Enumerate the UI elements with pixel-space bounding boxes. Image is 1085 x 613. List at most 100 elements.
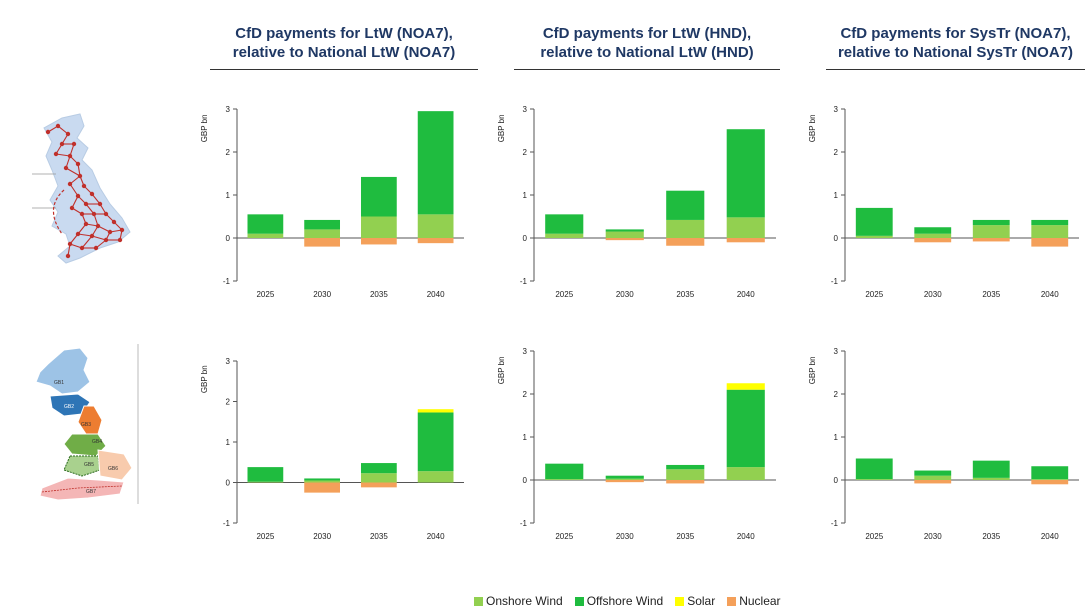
network-node — [91, 211, 97, 217]
bar-offshore — [417, 412, 454, 472]
bar-offshore — [726, 129, 765, 218]
y-tick-label: 1 — [834, 191, 839, 200]
network-node — [55, 123, 61, 129]
network-node — [119, 227, 125, 233]
chart-ltw-noa7-zonal: -1 0 1 2 3 GBP bn 2025 2030 2035 2040 — [200, 357, 464, 541]
legend-label-offshore: Offshore Wind — [586, 594, 664, 608]
x-tick-label: 2025 — [865, 532, 883, 541]
bar-offshore — [972, 460, 1010, 478]
zone-label-gb2: GB2 — [64, 404, 74, 410]
network-node — [69, 205, 75, 211]
x-tick-label: 2030 — [924, 532, 942, 541]
bar-offshore — [855, 207, 893, 236]
x-tick-label: 2025 — [555, 532, 573, 541]
bar-nuclear — [914, 480, 952, 484]
legend-item-offshore: Offshore Wind — [574, 594, 664, 608]
network-line — [91, 235, 107, 241]
y-tick-label: 2 — [834, 148, 839, 157]
bar-onshore — [726, 217, 765, 238]
y-tick-label: 2 — [523, 390, 528, 399]
bar-onshore — [360, 216, 397, 238]
x-tick-label: 2030 — [924, 290, 942, 299]
x-tick-label: 2030 — [313, 532, 331, 541]
legend-swatch-onshore — [474, 596, 483, 606]
x-tick-label: 2040 — [737, 290, 755, 299]
bar-nuclear — [972, 238, 1010, 242]
y-axis-label: GBP bn — [497, 356, 506, 384]
network-node — [103, 211, 109, 217]
y-tick-label: 1 — [226, 438, 231, 447]
bar-onshore — [1031, 479, 1069, 480]
bar-offshore — [914, 227, 952, 234]
zone-map: GB1 GB2 GB3 GB4 GB5 GB6 GB7 — [35, 344, 139, 504]
legend-item-nuclear: Nuclear — [727, 594, 781, 608]
y-axis-label: GBP bn — [497, 114, 506, 142]
legend-swatch-nuclear — [727, 596, 737, 606]
network-node — [67, 153, 73, 159]
bar-onshore — [605, 478, 644, 480]
bar-offshore — [545, 463, 584, 480]
network-line — [71, 195, 79, 209]
bar-onshore — [417, 471, 454, 483]
bar-onshore — [304, 480, 341, 483]
network-node — [81, 183, 87, 189]
bar-onshore — [417, 214, 454, 238]
x-tick-label: 2025 — [555, 290, 573, 299]
bar-nuclear — [666, 238, 705, 246]
network-line — [65, 167, 81, 177]
column-title-2: CfD payments for LtW (HND), relative to … — [514, 24, 780, 70]
y-tick-label: 0 — [226, 234, 231, 243]
column-title-1-rule — [210, 69, 478, 70]
bar-onshore — [914, 475, 952, 480]
bar-nuclear — [360, 238, 397, 245]
bar-onshore — [1031, 225, 1069, 238]
column-title-2-line2: relative to National LtW (HND) — [540, 44, 754, 61]
bar-nuclear — [726, 238, 765, 243]
y-tick-label: 1 — [523, 191, 528, 200]
bar-onshore — [855, 479, 893, 480]
zone-label-gb6: GB6 — [108, 466, 118, 472]
y-tick-label: -1 — [520, 519, 528, 528]
zone-label-gb3: GB3 — [81, 422, 91, 428]
bar-nuclear — [1031, 238, 1069, 247]
y-tick-label: 3 — [226, 357, 231, 366]
x-tick-label: 2040 — [427, 290, 445, 299]
legend: Onshore Wind Offshore Wind Solar Nuclear — [474, 594, 781, 608]
bar-onshore — [247, 233, 284, 238]
column-title-3: CfD payments for SysTr (NOA7), relative … — [826, 24, 1085, 70]
legend-swatch-solar — [675, 596, 685, 606]
y-tick-label: -1 — [223, 277, 231, 286]
zone-label-gb7: GB7 — [86, 489, 96, 495]
network-node — [111, 219, 117, 225]
bar-onshore — [304, 229, 341, 238]
network-node — [93, 245, 99, 251]
y-tick-label: 0 — [834, 234, 839, 243]
y-axis-label: GBP bn — [808, 356, 817, 384]
legend-item-onshore: Onshore Wind — [474, 594, 563, 608]
network-node — [63, 165, 69, 171]
column-title-1-line2: relative to National LtW (NOA7) — [232, 44, 456, 61]
bar-offshore — [972, 219, 1010, 226]
bar-offshore — [726, 389, 765, 468]
bar-onshore — [726, 467, 765, 480]
y-tick-label: 0 — [523, 234, 528, 243]
y-tick-label: 1 — [226, 191, 231, 200]
column-title-3-rule — [826, 69, 1085, 70]
x-tick-label: 2040 — [1041, 290, 1059, 299]
x-tick-label: 2035 — [676, 532, 694, 541]
bar-solar — [726, 383, 765, 390]
bar-onshore — [545, 233, 584, 238]
network-node — [75, 231, 81, 237]
bar-offshore — [360, 463, 397, 474]
x-tick-label: 2040 — [427, 532, 445, 541]
y-axis-label: GBP bn — [808, 114, 817, 142]
legend-label-nuclear: Nuclear — [739, 594, 781, 608]
zone-label-gb5: GB5 — [84, 462, 94, 468]
x-tick-label: 2025 — [865, 290, 883, 299]
x-tick-label: 2040 — [1041, 532, 1059, 541]
bar-nuclear — [1031, 480, 1069, 485]
zone-label-gb1: GB1 — [54, 380, 64, 386]
y-tick-label: 0 — [834, 476, 839, 485]
network-node — [89, 191, 95, 197]
y-tick-label: 3 — [834, 347, 839, 356]
